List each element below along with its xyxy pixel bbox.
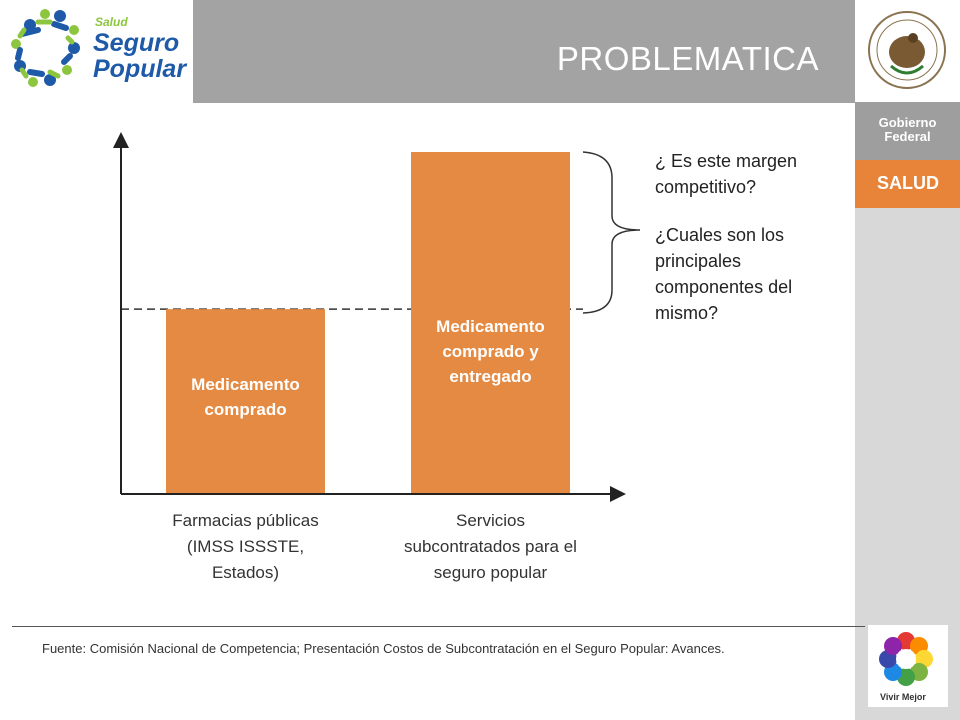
salud-text: SALUD [877, 173, 939, 193]
vivir-mejor-logo: Vivir Mejor [868, 625, 948, 707]
footer-divider [12, 626, 865, 627]
national-seal-icon [868, 11, 946, 89]
bar-1 [411, 152, 570, 494]
question-margin-competitivo: ¿ Es este margen competitivo? [655, 151, 798, 197]
vivir-mejor-flower-icon: Vivir Mejor [879, 632, 933, 702]
svg-text:Popular: Popular [93, 55, 187, 83]
bar-chart [113, 132, 641, 502]
gobierno-line1: Gobierno [878, 115, 937, 130]
curly-brace [582, 151, 641, 314]
question-componentes: ¿Cuales son los principales componentes … [655, 225, 793, 323]
mexico-seal [855, 0, 960, 103]
bar-0 [166, 309, 325, 494]
page-title: PROBLEMATICA [556, 40, 819, 77]
seguro-popular-logo: Salud Seguro Popular [0, 0, 193, 103]
svg-text:Seguro: Seguro [93, 29, 179, 57]
svg-text:Salud: Salud [95, 15, 128, 29]
gobierno-line2: Federal [884, 129, 931, 144]
bar-label-medicamento-entregado: Medicamento comprado y entregado [436, 317, 545, 387]
x-category-label-farmacias: Farmacias públicas (IMSS ISSSTE, Estados… [172, 511, 319, 582]
source-footnote: Fuente: Comisión Nacional de Competencia… [42, 641, 725, 656]
people-ring-icon: Salud Seguro Popular [11, 9, 187, 87]
bar-label-medicamento-comprado: Medicamento comprado [191, 374, 300, 419]
title-band: PROBLEMATICA [193, 0, 855, 103]
x-category-label-servicios: Servicios subcontratados para el seguro … [404, 511, 577, 582]
gobierno-federal-label: Gobierno Federal [855, 102, 960, 160]
salud-label: SALUD [855, 160, 960, 208]
svg-text:Vivir Mejor: Vivir Mejor [880, 692, 926, 702]
